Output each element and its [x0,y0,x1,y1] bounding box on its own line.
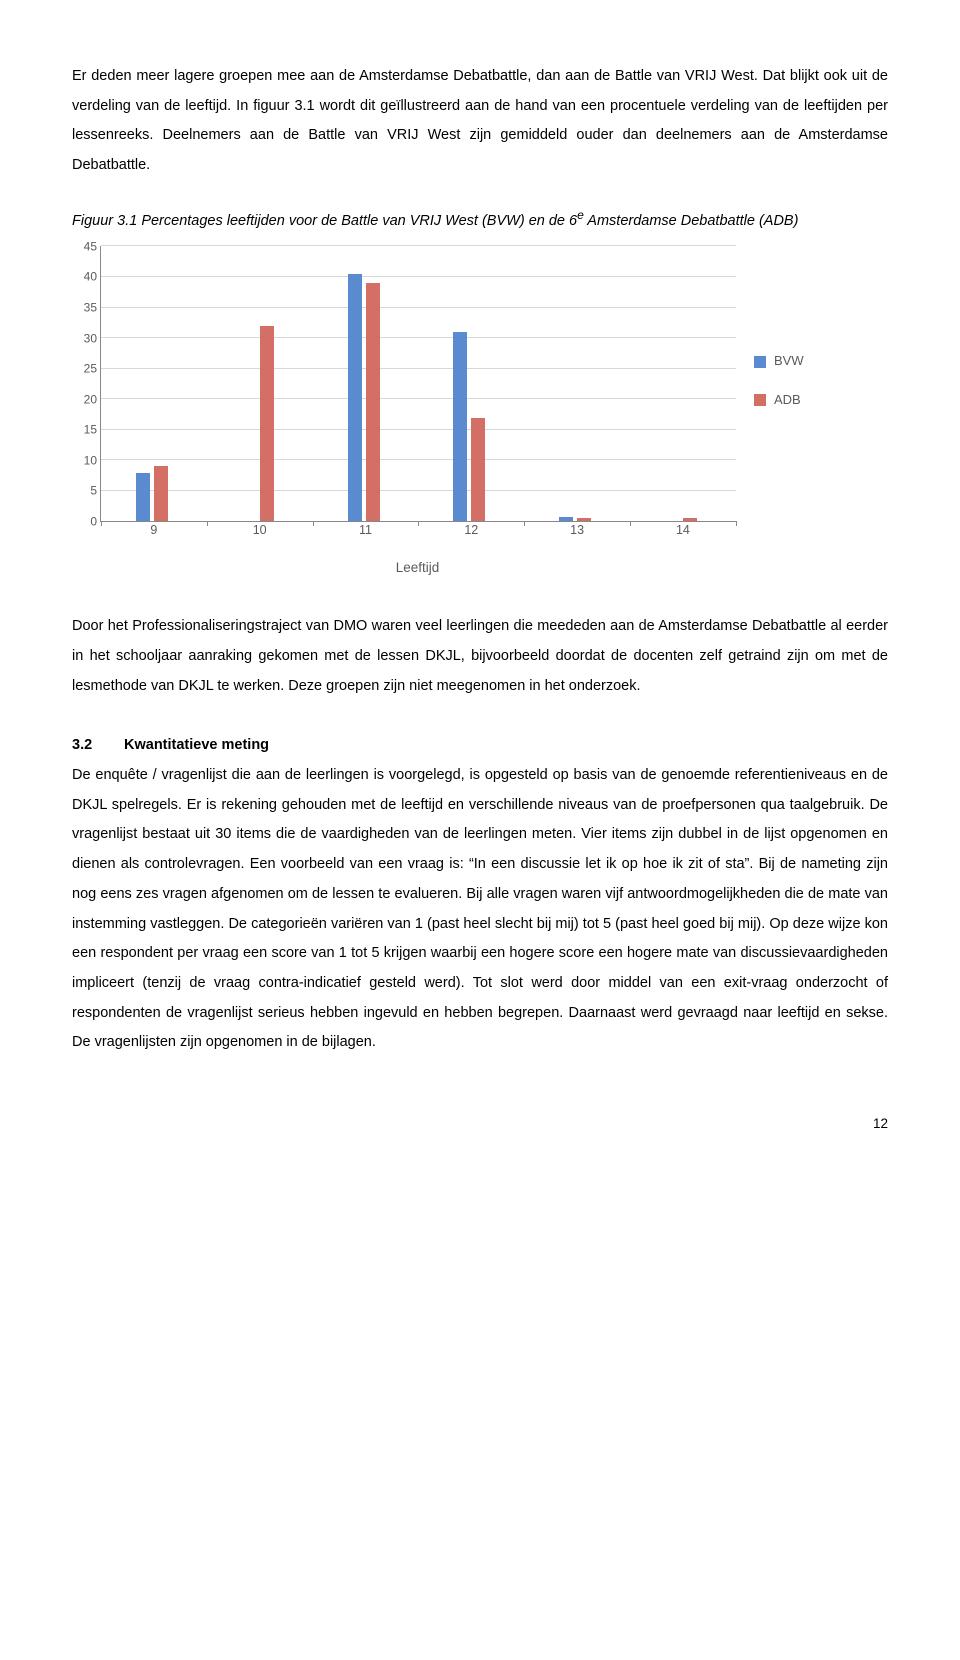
paragraph-method: De enquête / vragenlijst die aan de leer… [72,761,888,1058]
chart-y-tick-label: 35 [73,295,97,320]
chart-gridline [101,398,736,399]
chart-bar-adb [154,466,168,521]
section-heading: 3.2Kwantitatieve meting [72,731,888,761]
chart-bar-bvw [453,332,467,521]
chart-y-tick-label: 15 [73,417,97,442]
chart-x-tick-mark [418,521,419,526]
chart-gridline [101,459,736,460]
chart-container: 05101520253035404591011121314 Leeftijd B… [72,246,888,582]
chart-bar-adb [471,418,485,522]
chart-legend-swatch [754,356,766,368]
chart-x-tick-mark [736,521,737,526]
chart-plot-area: 05101520253035404591011121314 [100,246,736,522]
chart-gridline [101,368,736,369]
paragraph-prof: Door het Professionaliseringstraject van… [72,612,888,701]
chart-legend-item: ADB [754,387,804,414]
chart-x-tick-label: 14 [676,518,690,544]
chart-bar-bvw [559,517,573,522]
chart-x-tick-mark [630,521,631,526]
chart-gridline [101,307,736,308]
figure-caption: Figuur 3.1 Percentages leeftijden voor d… [72,203,888,237]
chart-x-tick-label: 10 [253,518,267,544]
chart-bar-bvw [136,473,150,522]
chart-gridline [101,276,736,277]
chart-gridline [101,490,736,491]
chart-bar-adb [683,518,697,521]
chart-x-tick-mark [524,521,525,526]
chart-bar-adb [366,283,380,521]
chart-legend-label: ADB [774,387,801,414]
caption-sup: e [577,208,584,222]
chart-y-tick-label: 0 [73,509,97,534]
chart-bar-adb [260,326,274,522]
chart-y-tick-label: 20 [73,387,97,412]
chart-legend-label: BVW [774,348,804,375]
chart-y-tick-label: 30 [73,326,97,351]
chart-legend-item: BVW [754,348,804,375]
chart-x-tick-label: 11 [359,518,372,544]
page-number: 12 [72,1080,888,1138]
chart-y-tick-label: 25 [73,356,97,381]
chart-gridline [101,337,736,338]
chart-legend-swatch [754,394,766,406]
chart-legend: BVW ADB [754,336,804,425]
paragraph-intro: Er deden meer lagere groepen mee aan de … [72,62,888,181]
section-number: 3.2 [72,731,124,761]
chart-gridline [101,245,736,246]
chart-x-tick-mark [313,521,314,526]
chart-plot-wrapper: 05101520253035404591011121314 Leeftijd [72,246,736,582]
chart-y-tick-label: 10 [73,448,97,473]
chart-y-tick-label: 5 [73,479,97,504]
chart-x-tick-label: 12 [464,518,478,544]
chart-x-axis-label: Leeftijd [100,554,735,582]
section-title: Kwantitatieve meting [124,737,269,753]
chart-y-tick-label: 45 [73,234,97,259]
chart-bar-adb [577,518,591,522]
chart-bar-bvw [348,274,362,522]
chart-y-tick-label: 40 [73,265,97,290]
caption-part-b: Amsterdamse Debatbattle (ADB) [584,213,799,229]
chart-x-tick-label: 13 [570,518,584,544]
caption-part-a: Figuur 3.1 Percentages leeftijden voor d… [72,213,577,229]
chart-x-tick-label: 9 [150,518,157,544]
chart-x-tick-mark [207,521,208,526]
chart-gridline [101,429,736,430]
chart-x-tick-mark [101,521,102,526]
